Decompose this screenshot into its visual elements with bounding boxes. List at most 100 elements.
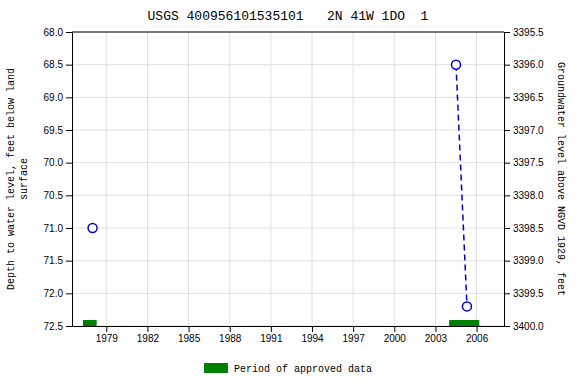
grid-line [353,32,354,326]
tick: 70.0 [44,157,72,168]
tick: 72.0 [44,288,72,299]
tick-mark [66,32,72,33]
chart: 1979198219851988199119941997200020032006… [0,0,576,384]
tick-label: 1997 [343,333,366,344]
tick: 3396.5 [504,92,544,103]
grid-line [72,32,504,33]
tick-label: 3395.5 [513,27,544,38]
series-scatter [88,60,471,311]
point [88,224,97,233]
grid-line [188,32,189,326]
tick: 3399.5 [504,288,544,299]
tick-label: 70.5 [44,190,64,201]
tick-mark [66,97,72,98]
tick-mark [66,326,72,327]
tick-mark [66,261,72,262]
tick-label: 69.5 [44,125,64,136]
tick: 3398.5 [504,223,544,234]
tick: 1991 [260,326,283,344]
point [452,60,461,69]
x-axis: 1979198219851988199119941997200020032006 [73,326,505,344]
tick: 3397.5 [504,157,544,168]
tick-label: 3399.0 [513,255,544,266]
y-axis: 68.068.569.069.570.070.571.071.572.072.5 [44,27,73,332]
tick-mark [394,326,395,332]
tick-label: 70.0 [44,157,64,168]
marks [83,60,479,326]
tick-label: 3396.0 [513,59,544,70]
tick-mark [504,195,510,196]
tick-mark [504,326,510,327]
tick-label: 71.0 [44,223,64,234]
series-span [83,320,479,326]
tick-mark [66,130,72,131]
tick-label: 1988 [219,333,242,344]
tick-mark [504,97,510,98]
grid-line [72,326,504,327]
tick-mark [504,293,510,294]
tick: 3398.0 [504,190,544,201]
tick-label: 72.5 [44,321,64,332]
tick: 3399.0 [504,255,544,266]
approved-bar [83,320,97,326]
tick: 68.5 [44,59,72,70]
tick-mark [312,326,313,332]
tick-label: 3400.0 [513,321,544,332]
tick-mark [66,293,72,294]
grid-line [72,97,504,98]
tick-label: 3398.5 [513,223,544,234]
tick-mark [189,326,190,332]
line [456,65,467,307]
tick-mark [66,65,72,66]
tick-mark [504,65,510,66]
legend: Period of approved data [204,363,372,375]
tick-label: 1979 [96,333,119,344]
tick: 2003 [425,326,448,344]
tick-label: 3399.5 [513,288,544,299]
tick: 69.5 [44,125,72,136]
grid-line [72,130,504,131]
grid [72,32,504,326]
grid-line [394,32,395,326]
legend-item: Period of approved data [204,363,372,375]
axis-line [73,326,505,327]
tick-mark [66,163,72,164]
grid-line [106,32,107,326]
tick-label: 1982 [137,333,160,344]
grid-line [229,32,230,326]
axis-line [504,33,505,327]
tick: 1994 [301,326,324,344]
legend-label: Period of approved data [234,364,372,375]
tick: 3400.0 [504,321,544,332]
tick-mark [66,228,72,229]
tick-mark [353,326,354,332]
point [462,302,471,311]
tick: 1997 [343,326,366,344]
y2-axis: 3395.5 3396.0 3396.5 3397.0 3397.5 3398.0 3398… [504,27,544,332]
tick-label: 72.0 [44,288,64,299]
tick: 2000 [384,326,407,344]
tick-mark [504,32,510,33]
legend-swatch [204,363,228,373]
grid-line [147,32,148,326]
grid-line [72,64,504,65]
tick-mark [435,326,436,332]
tick-label: 2006 [466,333,489,344]
tick-label: 3396.5 [513,92,544,103]
approved-bar [449,320,479,326]
tick: 3396.0 [504,59,544,70]
tick-mark [230,326,231,332]
tick: 2006 [466,326,489,344]
grid-line [72,260,504,261]
tick-label: 1991 [260,333,283,344]
grid-line [72,293,504,294]
tick: 3397.0 [504,125,544,136]
tick-label: 2003 [425,333,448,344]
y2-axis-label: Groundwater level above NGVD 1929, feet [555,62,566,296]
plot-area: 1979198219851988199119941997200020032006… [44,27,544,344]
tick-label: 68.0 [44,27,64,38]
tick: 70.5 [44,190,72,201]
tick: 71.0 [44,223,72,234]
tick-mark [271,326,272,332]
grid-line [72,162,504,163]
